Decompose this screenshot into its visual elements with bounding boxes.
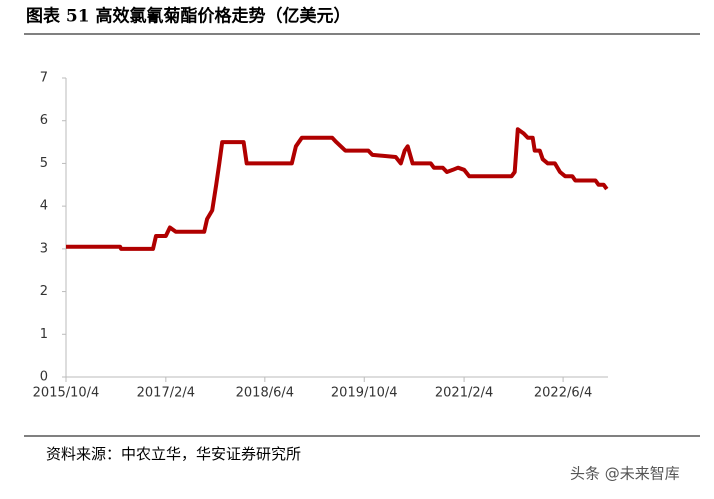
- watermark: 头条 @未来智库: [570, 465, 680, 483]
- y-tick-label: 1: [40, 327, 48, 342]
- x-tick-label: 2018/6/4: [236, 386, 294, 401]
- source: 资料来源：中农立华，华安证券研究所: [46, 445, 301, 463]
- y-tick-label: 6: [40, 113, 48, 128]
- x-tick-label: 2021/2/4: [435, 386, 493, 401]
- y-tick-label: 5: [40, 156, 48, 171]
- x-tick-label: 2019/10/4: [331, 386, 398, 401]
- line-series: [66, 127, 609, 251]
- y-tick-label: 0: [40, 370, 48, 385]
- chart-title: 图表 51 高效氯氰菊酯价格走势（亿美元）: [26, 6, 351, 27]
- y-tick-label: 4: [40, 199, 48, 214]
- y-tick-label: 3: [40, 241, 48, 256]
- x-tick-label: 2022/6/4: [534, 386, 592, 401]
- y-tick-label: 2: [40, 284, 48, 299]
- x-tick-label: 2015/10/4: [33, 386, 100, 401]
- x-tick-label: 2017/2/4: [137, 386, 195, 401]
- y-tick-label: 7: [40, 71, 48, 86]
